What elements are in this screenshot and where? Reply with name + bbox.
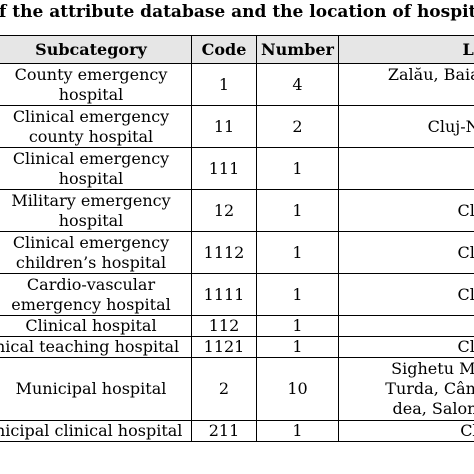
number-cell: 2 bbox=[256, 105, 339, 148]
subcategory-line: Clinical emergency bbox=[12, 106, 170, 126]
code-cell: 112 bbox=[191, 315, 257, 337]
code-cell: 1 bbox=[191, 63, 257, 106]
subcategory-line: hospital bbox=[58, 168, 124, 188]
location-cell: Cluj- bbox=[338, 273, 474, 316]
subcategory-line: Municipal hospital bbox=[15, 379, 167, 398]
subcategory-cell: Clinical emergency hospital bbox=[0, 147, 192, 190]
location-cell: Cluj bbox=[338, 420, 474, 442]
location-line: Bi bbox=[387, 85, 474, 104]
location-line: Cluj- bbox=[457, 242, 474, 262]
subcategory-line: nicipal clinical hospital bbox=[0, 421, 183, 441]
table-row: nical teaching hospital 1121 1 Cluj- bbox=[0, 336, 474, 358]
subcategory-line: nical teaching hospital bbox=[0, 337, 180, 357]
subcategory-cell: Clinical emergency children’s hospital bbox=[0, 231, 192, 274]
location-line: Cluj bbox=[460, 421, 474, 441]
table-row: Clinical emergency children’s hospital 11… bbox=[0, 231, 474, 274]
number-cell: 1 bbox=[256, 336, 339, 358]
number-cell: 1 bbox=[256, 315, 339, 337]
subcategory-line: hospital bbox=[58, 84, 124, 104]
location-cell: Zalău, Baia MBi bbox=[338, 63, 474, 106]
table-row: Clinical hospital 112 1 O bbox=[0, 315, 474, 337]
subcategory-cell: nical teaching hospital bbox=[0, 336, 192, 358]
table-row: Clinical emergency county hospital 11 2 C… bbox=[0, 105, 474, 148]
code-cell: 11 bbox=[191, 105, 257, 148]
code-cell: 1111 bbox=[191, 273, 257, 316]
subcategory-cell: Clinical hospital bbox=[0, 315, 192, 337]
subcategory-cell: nicipal clinical hospital bbox=[0, 420, 192, 442]
location-cell: Cluj- bbox=[338, 231, 474, 274]
code-cell: 111 bbox=[191, 147, 257, 190]
table-row: Cardio-vascular emergency hospital 1111 1… bbox=[0, 273, 474, 316]
subcategory-line: county hospital bbox=[28, 126, 154, 146]
subcategory-line: Clinical hospital bbox=[25, 316, 157, 336]
subcategory-line: children’s hospital bbox=[15, 252, 167, 272]
number-cell: 10 bbox=[256, 357, 339, 421]
number-cell: 1 bbox=[256, 189, 339, 232]
code-cell: 2 bbox=[191, 357, 257, 421]
location-line: Sighetu Marm bbox=[391, 359, 474, 378]
subcategory-cell: Military emergency hospital bbox=[0, 189, 192, 232]
code-cell: 1112 bbox=[191, 231, 257, 274]
subcategory-cell: County emergency hospital bbox=[0, 63, 192, 106]
header-number: Number bbox=[256, 35, 339, 64]
location-line: Cluj- bbox=[457, 200, 474, 220]
header-subcategory: Subcategory bbox=[0, 35, 192, 64]
subcategory-cell: Clinical emergency county hospital bbox=[0, 105, 192, 148]
location-cell: O bbox=[338, 315, 474, 337]
location-line: Turda, Câmpia bbox=[385, 379, 474, 398]
location-cell: Cluj-Nap bbox=[338, 105, 474, 148]
table-row: nicipal clinical hospital 211 1 Cluj bbox=[0, 420, 474, 442]
location-line: dea, Salonta, bbox=[392, 399, 474, 418]
subcategory-line: County emergency bbox=[14, 64, 168, 84]
location-line: Cluj- bbox=[457, 337, 474, 357]
header-location: Lo bbox=[338, 35, 474, 64]
header-code: Code bbox=[191, 35, 257, 64]
code-cell: 12 bbox=[191, 189, 257, 232]
subcategory-line: Clinical emergency bbox=[12, 148, 170, 168]
number-cell: 1 bbox=[256, 231, 339, 274]
table-header-row: Subcategory Code Number Lo bbox=[0, 35, 474, 64]
number-cell: 1 bbox=[256, 147, 339, 190]
table-caption: re of the attribute database and the loc… bbox=[0, 2, 474, 22]
location-cell: O bbox=[338, 147, 474, 190]
number-cell: 4 bbox=[256, 63, 339, 106]
subcategory-line: hospital bbox=[58, 210, 124, 230]
number-cell: 1 bbox=[256, 420, 339, 442]
subcategory-line: emergency hospital bbox=[11, 294, 171, 314]
number-cell: 1 bbox=[256, 273, 339, 316]
location-cell: Cluj- bbox=[338, 189, 474, 232]
code-cell: 211 bbox=[191, 420, 257, 442]
subcategory-line: Military emergency bbox=[11, 190, 171, 210]
table-row: Municipal hospital 2 10 Sighetu MarmTurd… bbox=[0, 357, 474, 421]
location-line: Cluj-Nap bbox=[427, 116, 474, 136]
subcategory-cell: Municipal hospital bbox=[0, 357, 192, 421]
subcategory-cell: Cardio-vascular emergency hospital bbox=[0, 273, 192, 316]
location-line: Zalău, Baia M bbox=[387, 64, 474, 84]
location-line: Cluj- bbox=[457, 284, 474, 304]
subcategory-line: Cardio-vascular bbox=[26, 274, 156, 294]
location-cell: Sighetu MarmTurda, Câmpiadea, Salonta, bbox=[338, 357, 474, 421]
subcategory-line: Clinical emergency bbox=[12, 232, 170, 252]
code-cell: 1121 bbox=[191, 336, 257, 358]
hospital-attribute-table: Subcategory Code Number Lo County emerge… bbox=[0, 35, 474, 442]
location-cell: Cluj- bbox=[338, 336, 474, 358]
